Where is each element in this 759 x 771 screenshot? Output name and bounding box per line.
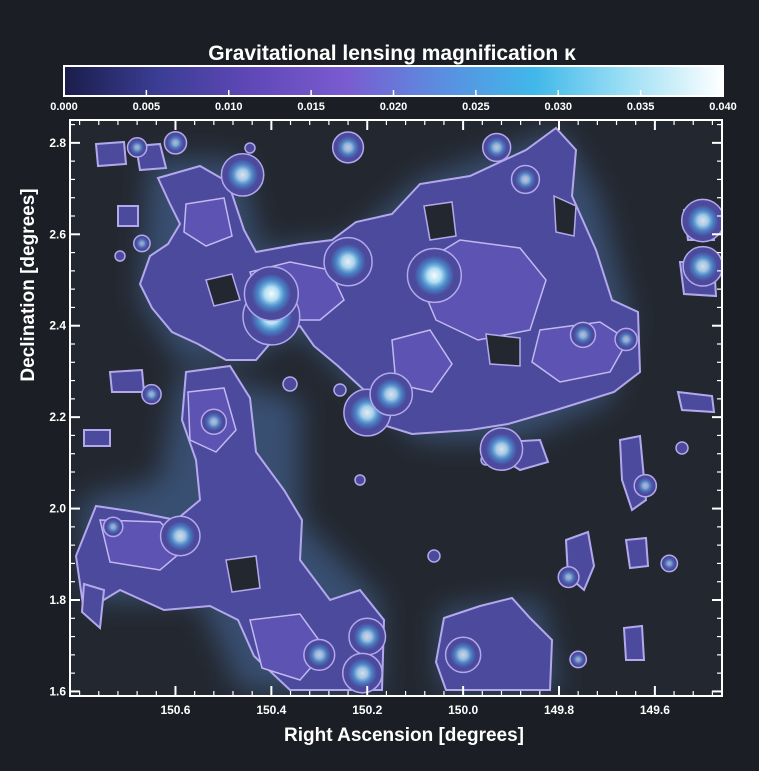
- y-tick-labels: 1.6 1.8 2.0 2.2 2.4 2.6 2.8: [49, 136, 66, 699]
- kappa-peak: [307, 643, 331, 667]
- kappa-peak: [414, 255, 455, 296]
- colorbar-tick-label: 0.015: [297, 101, 325, 113]
- x-tick-labels: 150.6 150.4 150.2 150.0 149.8 149.6: [160, 703, 670, 717]
- colorbar-tick-label: 0.025: [462, 101, 490, 113]
- kappa-peak: [204, 412, 224, 431]
- kappa-peak: [129, 140, 145, 155]
- x-tick-label: 149.6: [640, 703, 670, 717]
- kappa-peak: [572, 653, 585, 666]
- kappa-peak: [450, 641, 477, 668]
- colorbar-tick-label: 0.040: [709, 101, 737, 113]
- kappa-peak: [688, 251, 718, 281]
- kappa-peak: [106, 519, 121, 534]
- x-tick-label: 149.8: [544, 703, 574, 717]
- kappa-peak: [336, 136, 360, 159]
- y-tick-label: 1.8: [49, 593, 66, 607]
- kappa-peak: [617, 331, 635, 348]
- kappa-peak: [573, 325, 593, 345]
- colorbar-tick-label: 0.020: [380, 101, 408, 113]
- x-tick-label: 150.0: [448, 703, 478, 717]
- plot-area: 150.6 150.4 150.2 150.0 149.8 149.6 1.6 1.8 2.0…: [49, 119, 723, 717]
- y-tick-label: 2.4: [49, 319, 66, 333]
- kappa-peak: [167, 134, 184, 152]
- x-tick-label: 150.2: [352, 703, 382, 717]
- kappa-peak: [347, 658, 378, 688]
- kappa-peak: [515, 169, 536, 190]
- kappa-peak: [486, 137, 508, 158]
- y-tick-label: 1.6: [49, 684, 66, 698]
- y-tick-label: 2.8: [49, 136, 66, 150]
- plot-frame: [69, 119, 723, 697]
- kappa-peak: [663, 557, 676, 570]
- colorbar-tick-label: 0.000: [50, 101, 78, 113]
- colorbar-tick-label: 0.035: [627, 101, 655, 113]
- colorbar-tick-label: 0.030: [544, 101, 572, 113]
- chart-title: Gravitational lensing magnification κ: [208, 42, 576, 65]
- kappa-peaks: [102, 131, 722, 694]
- kappa-peak: [165, 521, 195, 551]
- x-tick-label: 150.6: [160, 703, 190, 717]
- kappa-peak: [251, 273, 292, 314]
- kappa-peak: [226, 159, 259, 191]
- kappa-peak: [687, 204, 719, 237]
- kappa-peak: [144, 387, 159, 402]
- colorbar: 0.000 0.005 0.010 0.015 0.020 0.025 0.030 0.035…: [50, 65, 737, 113]
- kappa-peak: [375, 378, 407, 410]
- kappa-peak: [560, 569, 577, 585]
- kappa-peak: [135, 237, 148, 250]
- y-tick-label: 2.6: [49, 227, 66, 241]
- y-axis-label: Declination [degrees]: [18, 188, 39, 381]
- y-tick-label: 2.2: [49, 410, 66, 424]
- kappa-peak: [637, 477, 654, 494]
- kappa-peak: [485, 433, 518, 465]
- kappa-peak: [353, 623, 381, 651]
- colorbar-tick-label: 0.005: [133, 101, 161, 113]
- y-tick-label: 2.0: [49, 502, 66, 516]
- x-axis-label: Right Ascension [degrees]: [284, 725, 524, 746]
- x-tick-label: 150.4: [256, 703, 286, 717]
- colorbar-tick-label: 0.010: [215, 101, 243, 113]
- kappa-peak: [330, 243, 366, 280]
- axis-ticks: [70, 120, 722, 696]
